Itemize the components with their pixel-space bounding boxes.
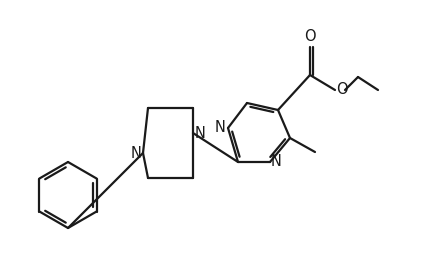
Text: O: O xyxy=(304,29,316,44)
Text: N: N xyxy=(214,120,225,135)
Text: N: N xyxy=(195,125,206,140)
Text: N: N xyxy=(130,146,141,161)
Text: N: N xyxy=(271,154,282,169)
Text: O: O xyxy=(336,83,348,98)
